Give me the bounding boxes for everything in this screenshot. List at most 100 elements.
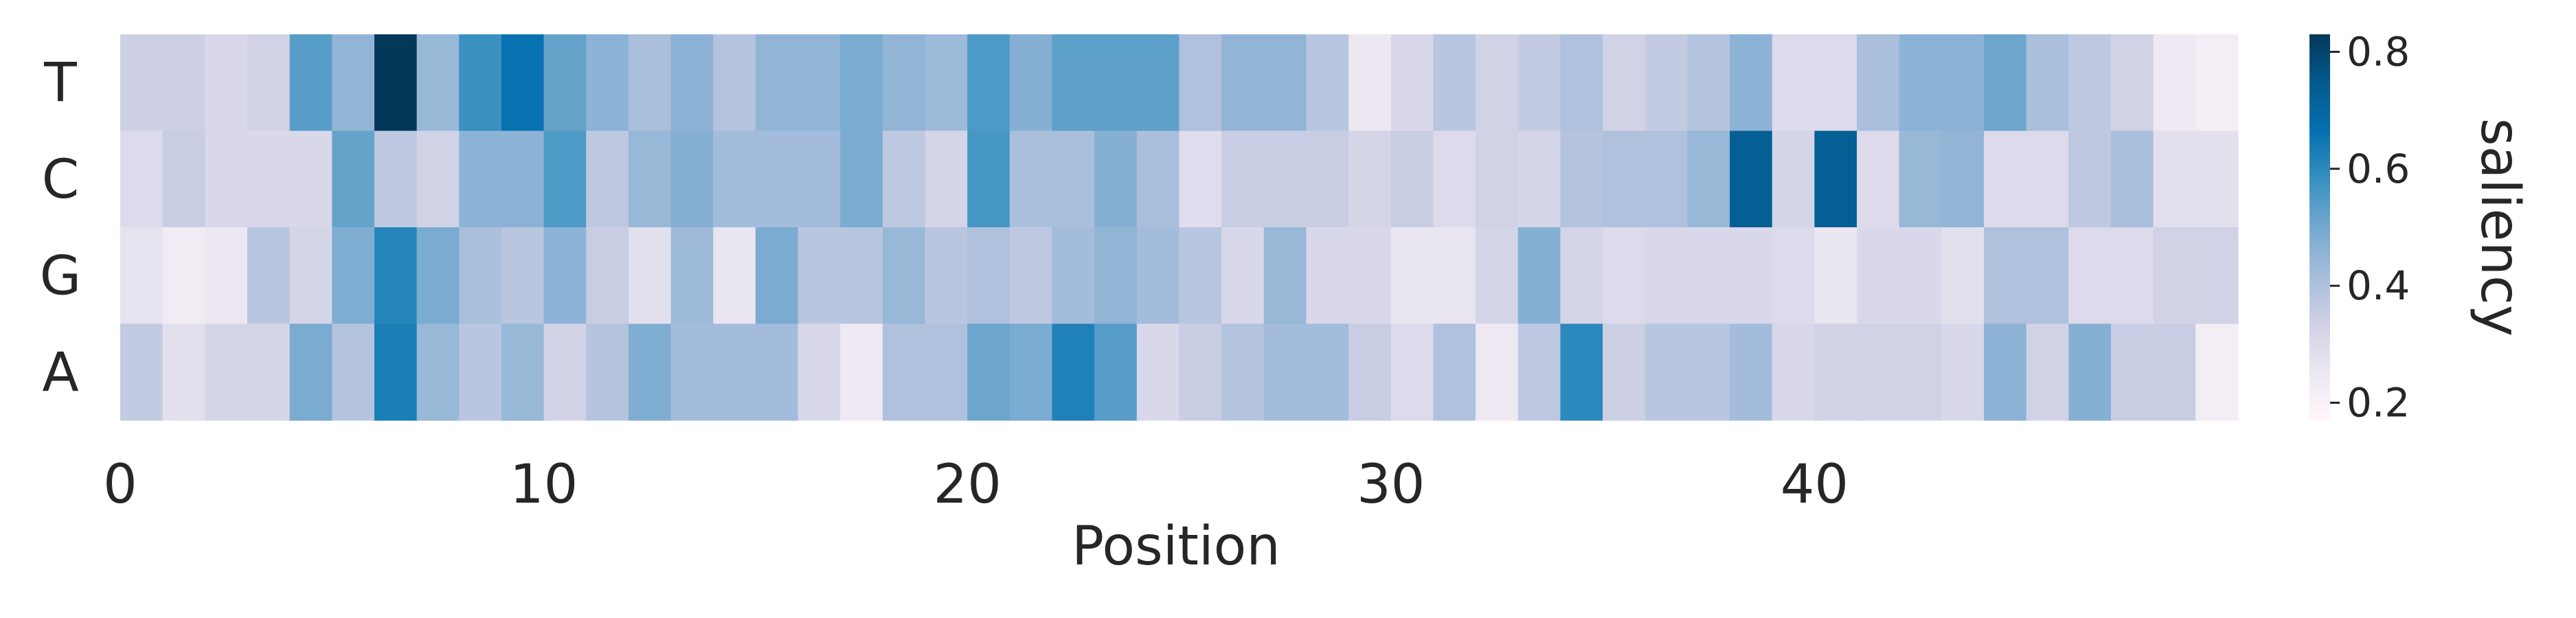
- heatmap-cell: [1009, 130, 1053, 228]
- heatmap-cell: [713, 323, 756, 421]
- heatmap-cell: [2026, 130, 2069, 228]
- heatmap-cell: [1476, 130, 1519, 228]
- heatmap-cell: [162, 130, 205, 228]
- heatmap-cell: [586, 130, 629, 228]
- heatmap-cell: [1179, 227, 1222, 325]
- heatmap-cell: [628, 34, 672, 132]
- heatmap-cell: [459, 34, 502, 132]
- heatmap-cell: [925, 227, 968, 325]
- heatmap-cell: [1221, 34, 1265, 132]
- heatmap-cell: [289, 227, 332, 325]
- heatmap-cell: [1941, 323, 1985, 421]
- x-tick-label: 40: [1781, 454, 1849, 516]
- heatmap-cell: [1052, 227, 1095, 325]
- heatmap-cell: [1560, 130, 1603, 228]
- heatmap-cell: [1984, 34, 2027, 132]
- heatmap-cell: [628, 323, 672, 421]
- heatmap-cell: [1476, 34, 1519, 132]
- heatmap-cell: [247, 34, 291, 132]
- row-label: C: [42, 149, 79, 211]
- heatmap-cell: [374, 323, 418, 421]
- heatmap-cell: [1984, 130, 2027, 228]
- heatmap-cell: [1136, 130, 1180, 228]
- heatmap-cell: [1306, 227, 1349, 325]
- x-axis-label: Position: [1072, 516, 1280, 577]
- heatmap-cell: [2026, 227, 2069, 325]
- heatmap-cell: [120, 34, 163, 132]
- heatmap-cell: [2111, 34, 2154, 132]
- heatmap-cell: [1221, 227, 1265, 325]
- heatmap-cell: [289, 130, 332, 228]
- heatmap-cell: [1390, 323, 1434, 421]
- heatmap-cell: [416, 227, 460, 325]
- heatmap-cell: [1263, 227, 1307, 325]
- heatmap-cell: [586, 323, 629, 421]
- heatmap-cell: [1263, 34, 1307, 132]
- heatmap-cell: [1433, 227, 1476, 325]
- heatmap-cell: [332, 130, 375, 228]
- heatmap-cell: [1730, 130, 1773, 228]
- heatmap-cell: [459, 130, 502, 228]
- heatmap-cell: [2068, 34, 2112, 132]
- heatmap-cell: [1772, 130, 1815, 228]
- heatmap-cell: [713, 130, 756, 228]
- heatmap-cell: [882, 227, 926, 325]
- heatmap-cell: [586, 227, 629, 325]
- colorbar-tick-label: 0.8: [2347, 29, 2410, 76]
- heatmap-cell: [586, 34, 629, 132]
- heatmap-cell: [501, 130, 545, 228]
- heatmap-cell: [1603, 130, 1646, 228]
- heatmap-cell: [670, 130, 714, 228]
- heatmap-cell: [967, 130, 1010, 228]
- heatmap-cell: [1857, 227, 1900, 325]
- heatmap-cell: [1179, 130, 1222, 228]
- heatmap-cell: [2195, 227, 2239, 325]
- heatmap-cell: [1984, 227, 2027, 325]
- heatmap-cell: [798, 34, 841, 132]
- heatmap-cell: [1179, 34, 1222, 132]
- heatmap-cell: [2068, 130, 2112, 228]
- heatmap-cell: [1941, 227, 1985, 325]
- heatmap-cell: [1009, 227, 1053, 325]
- heatmap-cell: [1687, 323, 1730, 421]
- heatmap-cell: [2111, 227, 2154, 325]
- heatmap-cell: [1052, 323, 1095, 421]
- heatmap-cell: [713, 227, 756, 325]
- heatmap-cell: [1306, 34, 1349, 132]
- heatmap-cell: [1814, 34, 1857, 132]
- colorbar-tick-label: 0.4: [2347, 262, 2410, 309]
- heatmap-cell: [1772, 227, 1815, 325]
- heatmap-cell: [1730, 227, 1773, 325]
- heatmap-cell: [1390, 34, 1434, 132]
- heatmap-cell: [798, 323, 841, 421]
- heatmap-cell: [2068, 227, 2112, 325]
- heatmap-cell: [374, 130, 418, 228]
- heatmap-cell: [247, 323, 291, 421]
- heatmap-cell: [755, 323, 799, 421]
- heatmap-cell: [1899, 130, 1942, 228]
- heatmap-cell: [1814, 323, 1857, 421]
- heatmap-cell: [1476, 227, 1519, 325]
- heatmap-cell: [2111, 323, 2154, 421]
- heatmap-cell: [1136, 227, 1180, 325]
- heatmap-cell: [1306, 323, 1349, 421]
- heatmap-cell: [628, 130, 672, 228]
- heatmap-cell: [205, 227, 248, 325]
- heatmap-cell: [1603, 323, 1646, 421]
- heatmap-cell: [1603, 227, 1646, 325]
- heatmap-cell: [1517, 227, 1561, 325]
- heatmap-cell: [2153, 227, 2196, 325]
- heatmap-cell: [162, 323, 205, 421]
- heatmap-cell: [755, 34, 799, 132]
- heatmap-cell: [1645, 227, 1688, 325]
- heatmap-cell: [332, 323, 375, 421]
- heatmap-cell: [1094, 130, 1138, 228]
- heatmap-cell: [628, 227, 672, 325]
- heatmap-cell: [967, 227, 1010, 325]
- x-tick-label: 20: [934, 454, 1002, 516]
- heatmap-cell: [882, 130, 926, 228]
- heatmap-cell: [1052, 34, 1095, 132]
- heatmap-cell: [1857, 130, 1900, 228]
- heatmap-cell: [1730, 323, 1773, 421]
